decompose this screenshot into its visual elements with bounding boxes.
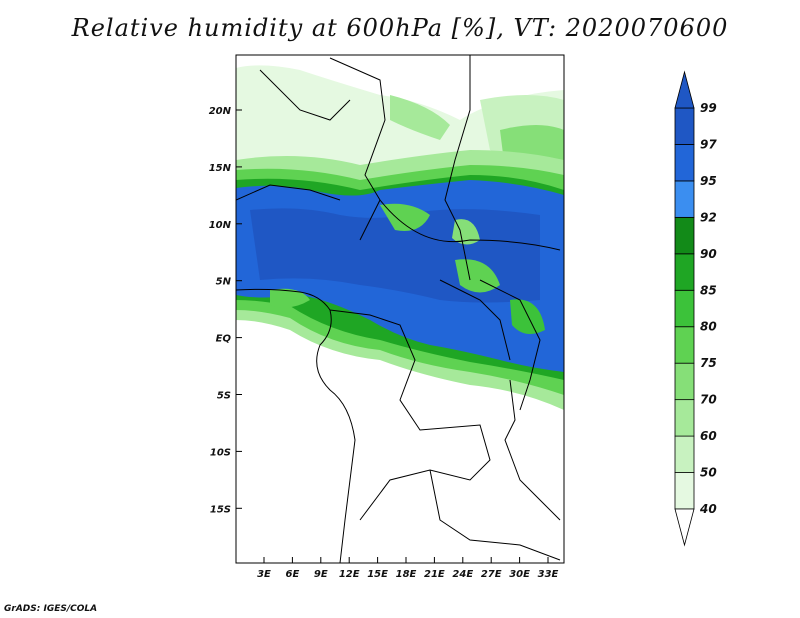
lat-tick-label: 10S [210, 447, 231, 458]
colorbar-level-label: 75 [700, 356, 717, 370]
colorbar-level-label: 80 [700, 320, 717, 334]
colorbar-segment [674, 180, 695, 218]
colorbar: 40 50 60 70 75 80 85 90 92 95 97 99 [674, 70, 717, 547]
lon-tick-label: 21E [424, 569, 445, 580]
map-frame [235, 54, 565, 564]
lon-tick-label: 6E [286, 569, 300, 580]
colorbar-segment [674, 326, 695, 364]
lon-tick-label: 18E [396, 569, 417, 580]
colorbar-segment [674, 399, 695, 437]
colorbar-segment [674, 144, 695, 182]
lon-tick-label: 15E [367, 569, 388, 580]
lat-tick-label: 20N [209, 106, 232, 117]
colorbar-level-label: 60 [700, 429, 717, 443]
lat-tick-label: 10N [209, 220, 232, 231]
colorbar-level-label: 92 [700, 210, 717, 224]
lat-tick-label: EQ [216, 334, 232, 345]
colorbar-level-label: 50 [700, 466, 717, 480]
lon-tick-label: 9E [314, 569, 328, 580]
colorbar-segment [674, 472, 695, 510]
colorbar-high-arrow [674, 70, 695, 109]
colorbar-segment [674, 107, 695, 145]
lon-tick-label: 27E [481, 569, 502, 580]
lat-tick-label: 5S [217, 391, 231, 402]
lat-tick-label: 15N [209, 163, 232, 174]
colorbar-level-label: 90 [700, 247, 717, 261]
lon-tick-label: 24E [452, 569, 473, 580]
credit-label: GrADS: IGES/COLA [4, 604, 98, 614]
map-title: Relative humidity at 600hPa [%], VT: 202… [71, 14, 729, 42]
latitude-axis: 20N 15N 10N 5N EQ 5S 10S 15S [209, 106, 242, 515]
colorbar-level-label: 95 [700, 174, 717, 188]
lon-tick-label: 3E [257, 569, 271, 580]
colorbar-level-label: 99 [700, 101, 717, 115]
longitude-axis: 3E 6E 9E 12E 15E 18E 21E 24E 27E 30E 33E [257, 557, 559, 580]
lon-tick-label: 33E [538, 569, 559, 580]
colorbar-level-label: 85 [700, 283, 717, 297]
lat-tick-label: 5N [216, 277, 232, 288]
lon-tick-label: 12E [339, 569, 360, 580]
colorbar-segment [674, 289, 695, 328]
colorbar-level-label: 40 [699, 502, 717, 516]
lon-tick-label: 30E [509, 569, 530, 580]
colorbar-segment [674, 435, 695, 473]
colorbar-low-arrow [674, 508, 695, 547]
colorbar-level-label: 70 [700, 393, 717, 407]
humidity-field [236, 55, 564, 563]
lat-tick-label: 15S [210, 504, 231, 515]
country-borders [236, 55, 561, 563]
colorbar-segment [674, 253, 695, 291]
colorbar-segment [674, 216, 695, 255]
colorbar-level-label: 97 [700, 137, 717, 151]
colorbar-segment [674, 362, 695, 401]
